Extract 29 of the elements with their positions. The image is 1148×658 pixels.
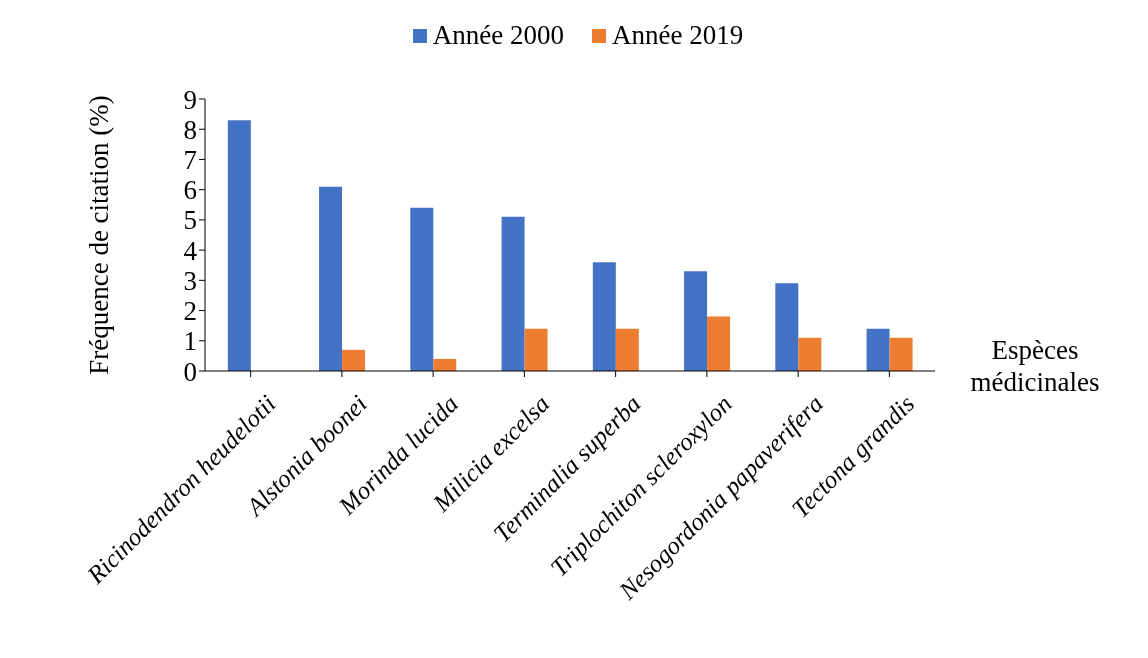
bar	[889, 337, 913, 371]
legend-label: Année 2000	[431, 20, 564, 51]
bar	[227, 120, 251, 371]
legend-label: Année 2019	[611, 20, 744, 51]
bar	[501, 216, 525, 371]
bar	[433, 358, 457, 371]
bar	[798, 337, 822, 371]
bar	[707, 316, 731, 371]
y-axis-title: Fréquence de citation (%)	[83, 95, 114, 375]
y-tick-label: 3	[183, 265, 197, 296]
bar	[866, 328, 890, 371]
bar	[615, 328, 639, 371]
y-tick-label: 4	[183, 235, 198, 266]
bar	[410, 207, 434, 371]
bar	[524, 328, 548, 371]
y-tick-label: 2	[183, 296, 197, 327]
bar	[319, 186, 343, 371]
bar	[684, 271, 708, 371]
y-tick-label: 0	[183, 356, 197, 387]
bar	[342, 349, 366, 371]
y-tick-label: 9	[183, 84, 197, 115]
y-tick-label: 7	[183, 145, 197, 176]
y-tick-label: 5	[183, 205, 197, 236]
bar	[592, 262, 616, 371]
y-tick-label: 8	[183, 114, 197, 145]
y-tick-label: 6	[183, 175, 197, 206]
y-tick-label: 1	[183, 326, 197, 357]
x-axis-title: Espèces médicinales	[970, 335, 1100, 397]
bar	[775, 283, 799, 371]
